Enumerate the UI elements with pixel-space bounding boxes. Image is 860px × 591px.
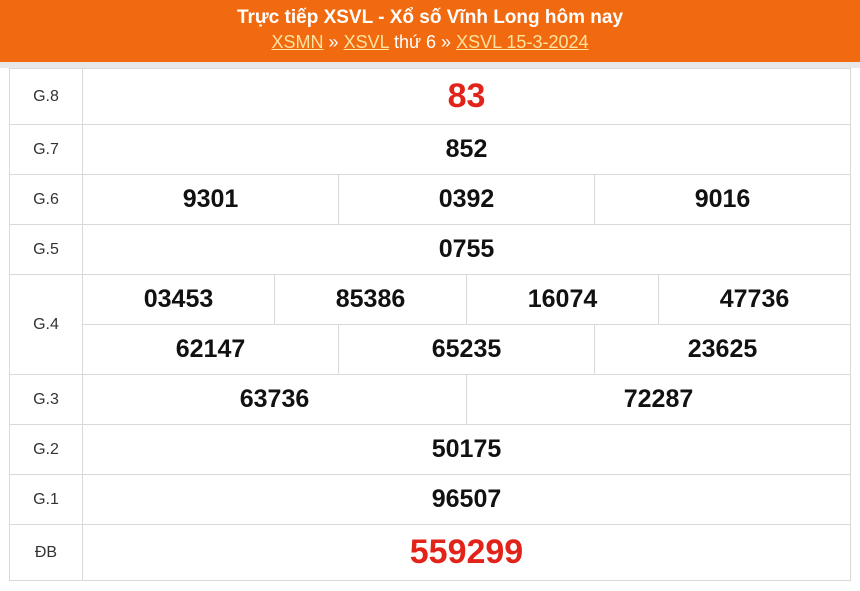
table-row: G.6 9301 0392 9016 — [9, 174, 851, 225]
results-table: G.8 83 G.7 852 G.6 9301 0392 9016 G.5 07… — [9, 68, 851, 581]
table-row: G.2 50175 — [9, 424, 851, 475]
prize-label: G.1 — [9, 474, 83, 525]
prize-label: G.3 — [9, 374, 83, 425]
table-row: G.1 96507 — [9, 474, 851, 525]
prize-number: 0755 — [82, 224, 851, 275]
breadcrumb-weekday: thứ 6 » — [393, 32, 452, 52]
prize-number: 47736 — [658, 274, 851, 325]
prize-number: 9301 — [82, 174, 339, 225]
prize-label: G.4 — [9, 274, 83, 375]
table-row: G.7 852 — [9, 124, 851, 175]
divider — [0, 62, 860, 68]
breadcrumb-date-link[interactable]: XSVL 15-3-2024 — [456, 32, 589, 52]
prize-number: 63736 — [82, 374, 467, 425]
breadcrumb-xsmn-link[interactable]: XSMN — [271, 32, 324, 52]
page-title: Trực tiếp XSVL - Xổ số Vĩnh Long hôm nay — [236, 7, 624, 28]
prize-label: G.7 — [9, 124, 83, 175]
breadcrumb: XSMN » XSVL thứ 6 » XSVL 15-3-2024 — [0, 30, 860, 54]
table-row: G.3 63736 72287 — [9, 374, 851, 425]
table-row: G.4 03453 85386 16074 47736 — [9, 274, 851, 375]
prize-number: 83 — [82, 68, 851, 125]
table-row: G.8 83 — [9, 68, 851, 125]
table-row: ĐB 559299 — [9, 524, 851, 581]
breadcrumb-xsvl-link[interactable]: XSVL — [343, 32, 389, 52]
prize-label: G.6 — [9, 174, 83, 225]
page-header: Trực tiếp XSVL - Xổ số Vĩnh Long hôm nay… — [0, 0, 860, 62]
prize-number: 16074 — [466, 274, 659, 325]
prize-number: 0392 — [338, 174, 595, 225]
prize-label: G.5 — [9, 224, 83, 275]
table-row: G.5 0755 — [9, 224, 851, 275]
prize-number: 65235 — [338, 324, 595, 375]
prize-number: 72287 — [466, 374, 851, 425]
prize-number: 9016 — [594, 174, 851, 225]
prize-number: 96507 — [82, 474, 851, 525]
prize-label: G.2 — [9, 424, 83, 475]
prize-number: 50175 — [82, 424, 851, 475]
prize-number: 03453 — [82, 274, 275, 325]
prize-number: 62147 — [82, 324, 339, 375]
prize-label: G.8 — [9, 68, 83, 125]
breadcrumb-separator: » — [328, 32, 339, 52]
prize-label: ĐB — [9, 524, 83, 581]
special-prize-number: 559299 — [82, 524, 851, 581]
prize-number: 85386 — [274, 274, 467, 325]
prize-number: 852 — [82, 124, 851, 175]
prize-number: 23625 — [594, 324, 851, 375]
table-row: 62147 65235 23625 — [10, 324, 851, 375]
